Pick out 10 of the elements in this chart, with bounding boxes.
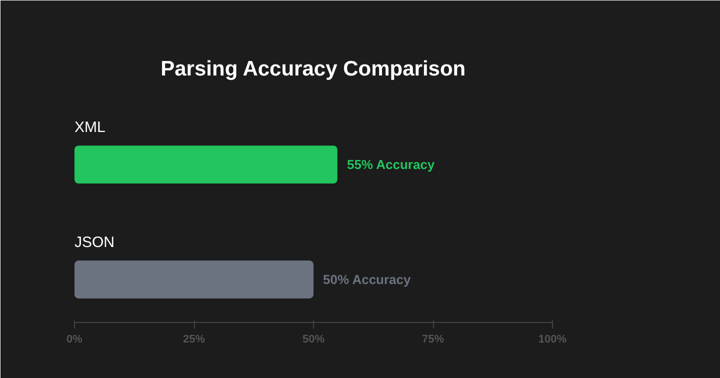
x-tick-label: 25% — [182, 334, 206, 346]
x-tick-label: 0% — [66, 334, 83, 346]
data-label: 50% Accuracy — [323, 272, 412, 288]
x-tick-label: 50% — [302, 334, 325, 346]
y-tick-label: JSON — [74, 234, 115, 252]
y-tick-label: XML — [74, 119, 106, 136]
x-tick-label: 75% — [422, 334, 444, 346]
chart-title: Parsing Accuracy Comparison — [160, 58, 466, 80]
data-label: 55% Accuracy — [346, 157, 436, 172]
x-tick-label: 100% — [538, 334, 567, 346]
